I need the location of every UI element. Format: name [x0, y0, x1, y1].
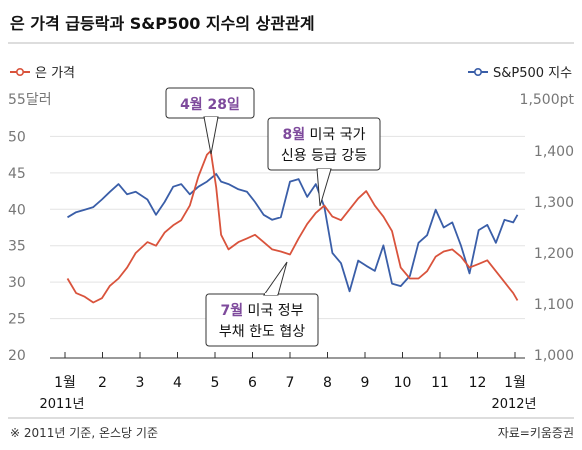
- right-tick-label: 1,000: [534, 348, 574, 364]
- right-axis-unit: 1,500pt: [520, 92, 575, 108]
- left-tick-label: 20: [8, 348, 26, 364]
- source: 자료=키움증권: [498, 426, 574, 440]
- x-end-year: 2012년: [491, 397, 536, 412]
- x-tick-label: 8: [323, 375, 332, 391]
- annotations: 4월 28일 8월 미국 국가 신용 등급 강등 7월 미국 정부 부채 한도 …: [165, 87, 381, 347]
- x-tick-label: 2: [98, 375, 107, 391]
- left-axis-unit: 55달러: [8, 92, 52, 108]
- legend-right: S&P500 지수: [468, 66, 572, 81]
- legend-silver-marker: [15, 68, 24, 77]
- right-tick-label: 1,400: [534, 144, 574, 160]
- x-tick-label: 4: [173, 375, 182, 391]
- left-tick-label: 30: [8, 275, 26, 291]
- annotation-aug-highlight: 8월: [282, 126, 305, 143]
- annotation-apr28-highlight: 4월 28일: [180, 96, 240, 113]
- annotation-jul: 7월 미국 정부 부채 한도 협상: [205, 261, 319, 347]
- right-tick-label: 1,200: [534, 246, 574, 262]
- left-axis: 55달러 50 45 40 35 30 25 20: [8, 92, 52, 364]
- silver-price-line: [66, 150, 519, 304]
- series: [66, 150, 519, 304]
- x-tick-label: 7: [286, 375, 295, 391]
- annotation-aug-line1: 8월 미국 국가: [282, 126, 365, 143]
- annotation-apr28-pointer: [203, 116, 219, 155]
- annotation-aug-pointer: [316, 168, 332, 207]
- x-tick-label: 11: [431, 375, 449, 391]
- x-tick-label: 12: [469, 375, 487, 391]
- annotation-aug-text: 미국 국가: [305, 127, 366, 143]
- annotation-jul-highlight: 7월: [220, 302, 243, 319]
- left-tick-label: 25: [8, 312, 26, 328]
- x-axis: 1월 2 3 4 5 6 7 8 9 10 11 12 1월: [50, 352, 526, 391]
- annotation-jul-line2: 부채 한도 협상: [219, 324, 305, 340]
- x-tick-label: 1월: [54, 375, 76, 391]
- right-tick-label: 1,300: [534, 195, 574, 211]
- annotation-aug: 8월 미국 국가 신용 등급 강등: [267, 117, 381, 207]
- chart-title: 은 가격 급등락과 S&P500 지수의 상관관계: [10, 14, 315, 33]
- legend-sp500-marker: [473, 68, 482, 77]
- annotation-jul-box: [205, 293, 319, 347]
- left-tick-label: 45: [8, 166, 26, 182]
- annotation-jul-text: 미국 정부: [243, 303, 304, 319]
- legend-sp500-label: S&P500 지수: [493, 66, 572, 81]
- annotation-aug-line2: 신용 등급 강등: [281, 148, 367, 164]
- x-tick-label: 5: [211, 375, 220, 391]
- right-axis: 1,500pt 1,400 1,300 1,200 1,100 1,000: [520, 92, 575, 364]
- x-tick-label: 6: [248, 375, 257, 391]
- annotation-jul-line1: 7월 미국 정부: [220, 302, 303, 319]
- x-tick-label: 10: [394, 375, 412, 391]
- right-tick-label: 1,100: [534, 297, 574, 313]
- left-tick-label: 40: [8, 202, 26, 218]
- x-tick-label: 9: [361, 375, 370, 391]
- x-tick-label: 1월: [504, 375, 526, 391]
- annotation-apr28-text: 4월 28일: [180, 96, 240, 113]
- sp500-line: [67, 173, 519, 293]
- legend-left: 은 가격: [10, 66, 75, 81]
- left-tick-label: 35: [8, 239, 26, 255]
- footnote: ※ 2011년 기준, 온스당 기준: [10, 426, 158, 440]
- x-tick-label: 3: [136, 375, 145, 391]
- annotation-apr28: 4월 28일: [165, 87, 255, 155]
- annotation-jul-pointer: [263, 261, 288, 296]
- legend-silver-label: 은 가격: [35, 66, 75, 81]
- left-tick-label: 50: [8, 129, 26, 145]
- x-start-year: 2011년: [39, 397, 84, 412]
